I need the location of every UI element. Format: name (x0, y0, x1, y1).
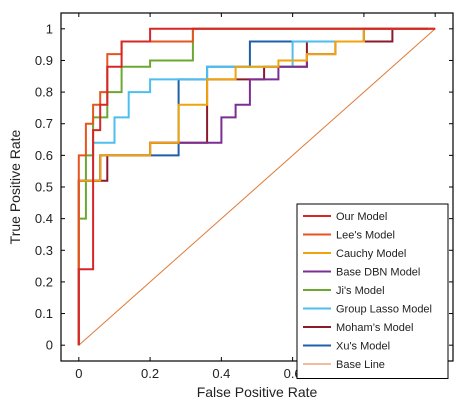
y-tick-label: 0.1 (35, 306, 53, 321)
x-tick-label: 0 (75, 366, 82, 381)
legend: Our Model Lee's Model Cauchy Model Base DBN… (296, 203, 449, 379)
legend-label: Ji's Model (336, 285, 385, 297)
y-tick-label: 0.3 (35, 243, 53, 258)
series-line-1 (77, 27, 436, 346)
legend-box (296, 203, 449, 379)
y-tick-label: 0.6 (35, 148, 53, 163)
legend-label: Cauchy Model (336, 248, 406, 260)
y-tick-label: 0.7 (35, 116, 53, 131)
y-tick-label: 0.9 (35, 53, 53, 68)
y-tick-label: 0.5 (35, 180, 53, 195)
legend-label: Moham’s Model (336, 322, 413, 334)
series-line-5 (77, 27, 429, 346)
series-line-2 (77, 27, 429, 346)
x-tick-label: 0.4 (212, 366, 230, 381)
x-axis-label: False Positive Rate (197, 384, 318, 400)
y-tick-label: 0.2 (35, 274, 53, 289)
legend-label: Our Model (336, 211, 387, 223)
x-tick-label: 0.2 (141, 366, 159, 381)
plot-lines (77, 27, 436, 346)
y-tick-label: 0.4 (35, 211, 53, 226)
legend-label: Base Line (336, 359, 385, 371)
y-axis-label: True Positive Rate (7, 129, 23, 244)
legend-label: Xu's Model (336, 341, 390, 353)
legend-label: Lee's Model (336, 230, 395, 242)
series-line-8 (78, 28, 436, 346)
series-line-0 (77, 27, 436, 346)
legend-label: Group Lasso Model (336, 304, 432, 316)
y-tick-label: 0 (46, 338, 53, 353)
y-tick-label: 1 (46, 21, 53, 36)
y-tick-label: 0.8 (35, 85, 53, 100)
legend-label: Base DBN Model (336, 267, 420, 279)
